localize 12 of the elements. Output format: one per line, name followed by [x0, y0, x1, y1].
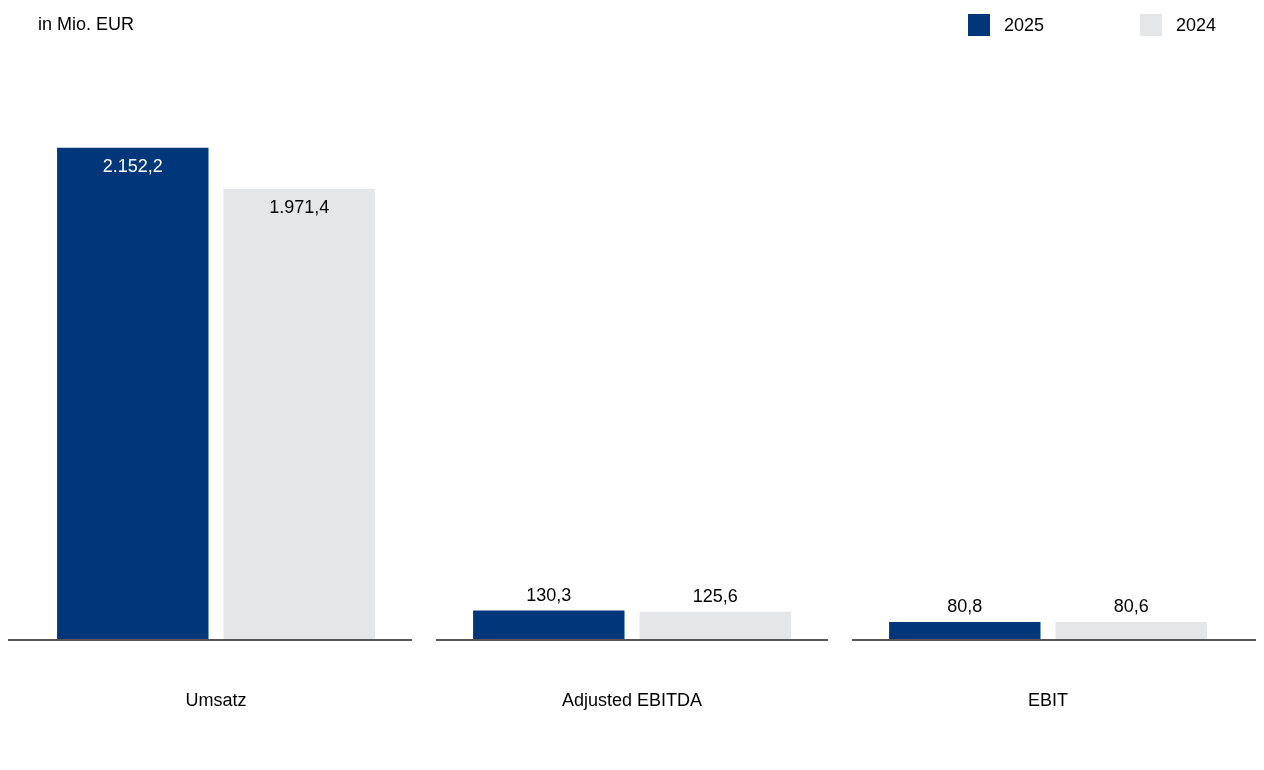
text: in Mio. EUR: [38, 14, 135, 35]
data-label: 125,6: [692, 585, 738, 606]
x-tick-label: EBIT: [1027, 690, 1069, 711]
data-label: 80,8: [947, 595, 983, 616]
data-label: 80,6: [1113, 595, 1149, 616]
legend-label: 2025: [1003, 14, 1044, 36]
data-label: 1.971,4: [269, 197, 330, 217]
data-label: 2.152,2: [102, 155, 163, 176]
legend-label: 2024: [1175, 14, 1216, 36]
x-tick-label: Umsatz: [185, 690, 247, 711]
x-tick-label: Adjusted EBITDA: [561, 690, 703, 711]
data-label: 130,3: [526, 584, 572, 605]
